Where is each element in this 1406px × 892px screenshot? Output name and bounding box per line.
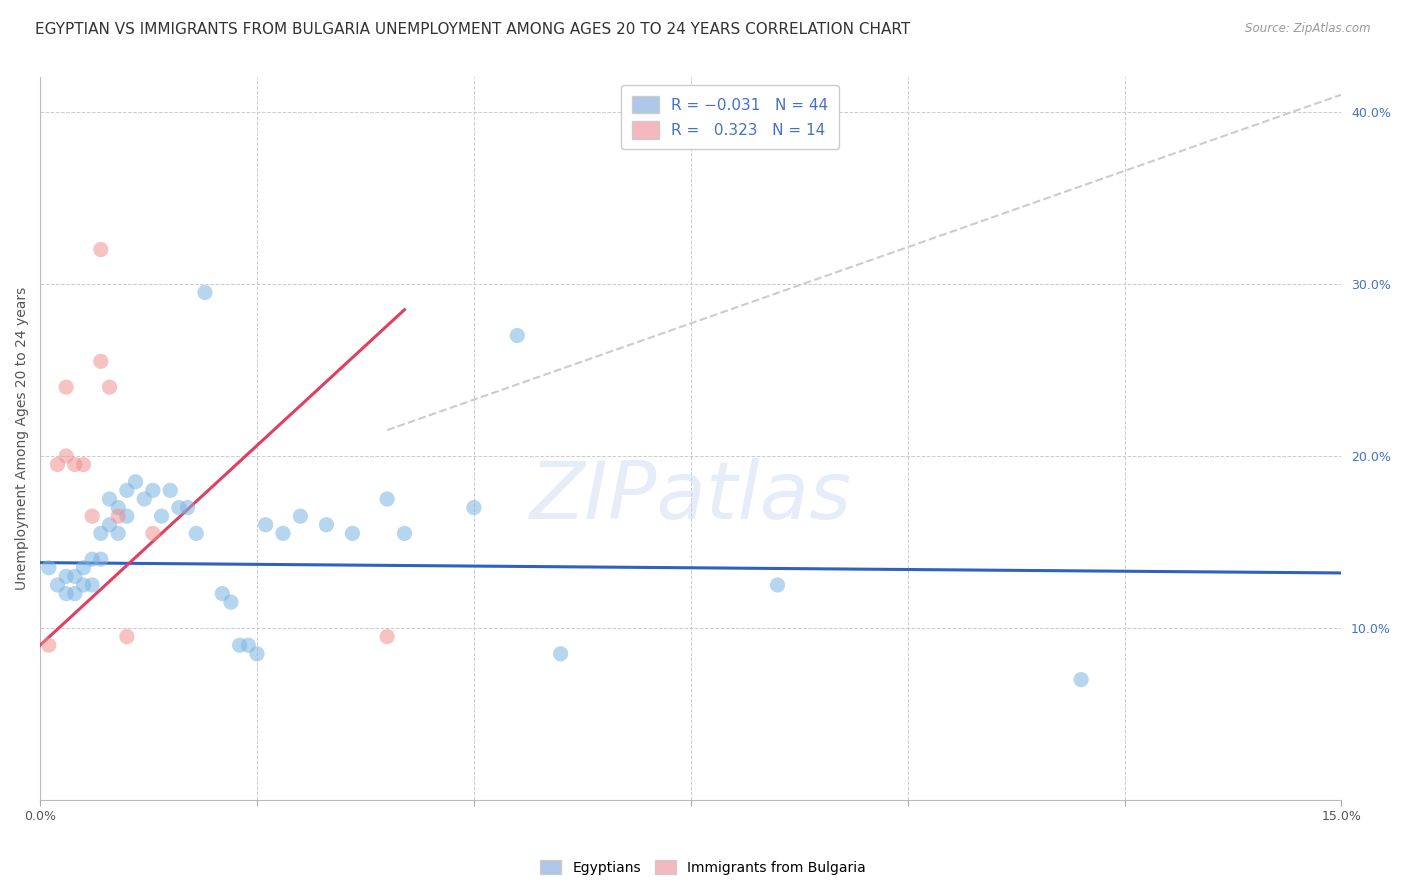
Text: ZIPatlas: ZIPatlas [530,458,852,535]
Point [82,509,104,524]
Point [142,526,165,541]
Point [72,578,94,592]
Point [63,569,86,583]
Point [394,526,416,541]
Point [107,526,129,541]
Point [90,552,112,566]
Legend: R = −0.031   N = 44, R =   0.323   N = 14: R = −0.031 N = 44, R = 0.323 N = 14 [621,85,839,149]
Legend: Egyptians, Immigrants from Bulgaria: Egyptians, Immigrants from Bulgaria [534,855,872,880]
Point [766,578,789,592]
Point [238,638,260,652]
Point [72,561,94,575]
Point [115,483,138,498]
Point [290,509,312,524]
Point [38,638,60,652]
Point [82,552,104,566]
Point [134,491,156,506]
Point [315,517,337,532]
Point [506,328,529,343]
Point [55,380,77,394]
Point [194,285,217,300]
Point [254,517,277,532]
Point [107,500,129,515]
Point [167,500,190,515]
Point [72,458,94,472]
Point [550,647,572,661]
Point [142,483,165,498]
Text: EGYPTIAN VS IMMIGRANTS FROM BULGARIA UNEMPLOYMENT AMONG AGES 20 TO 24 YEARS CORR: EGYPTIAN VS IMMIGRANTS FROM BULGARIA UNE… [35,22,911,37]
Point [55,586,77,600]
Point [46,578,69,592]
Point [211,586,233,600]
Point [90,526,112,541]
Point [271,526,294,541]
Point [150,509,173,524]
Point [1070,673,1092,687]
Point [98,491,121,506]
Point [55,449,77,463]
Point [90,243,112,257]
Point [63,586,86,600]
Point [375,491,398,506]
Point [98,380,121,394]
Point [375,630,398,644]
Point [46,458,69,472]
Point [342,526,364,541]
Point [63,458,86,472]
Point [219,595,242,609]
Point [246,647,269,661]
Point [186,526,208,541]
Point [115,630,138,644]
Point [107,509,129,524]
Point [90,354,112,368]
Point [159,483,181,498]
Y-axis label: Unemployment Among Ages 20 to 24 years: Unemployment Among Ages 20 to 24 years [15,287,30,591]
Point [463,500,485,515]
Point [176,500,198,515]
Point [82,578,104,592]
Point [55,569,77,583]
Point [124,475,146,489]
Point [115,509,138,524]
Text: Source: ZipAtlas.com: Source: ZipAtlas.com [1246,22,1371,36]
Point [38,561,60,575]
Point [98,517,121,532]
Point [228,638,250,652]
